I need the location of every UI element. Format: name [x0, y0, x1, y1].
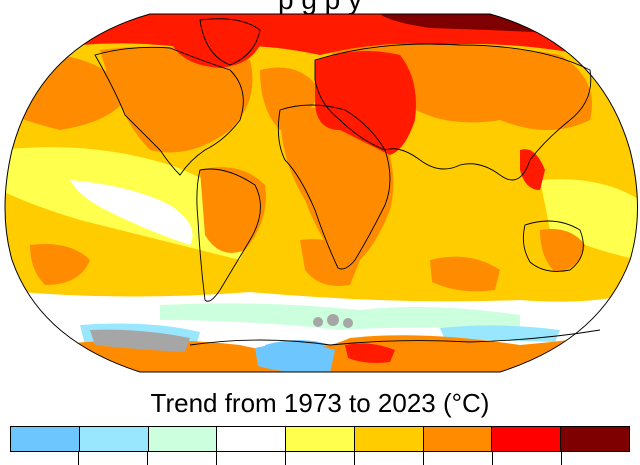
- north-america-orange: [100, 46, 253, 153]
- southern-ocean-mint: [160, 303, 520, 330]
- no-data-gray: [90, 329, 190, 352]
- map-canvas: [4, 13, 638, 373]
- legend-swatch-2: [148, 427, 218, 451]
- africa-orange: [280, 107, 394, 270]
- no-data-gray-dot-2: [327, 314, 339, 326]
- legend-tick-7: [491, 452, 493, 465]
- legend-tick-6: [422, 452, 424, 465]
- legend-swatch-8: [561, 427, 630, 451]
- pacific-white-patch: [70, 180, 193, 245]
- globe-border: [4, 13, 638, 373]
- map-title-cut-off: p g p y: [0, 0, 640, 16]
- coastlines: [94, 18, 601, 346]
- legend-swatch-5: [354, 427, 424, 451]
- legend-tick-3: [216, 452, 218, 465]
- indian-ocean-orange: [430, 256, 500, 292]
- pacific-yellow-west: [540, 179, 638, 260]
- greenland-red: [170, 36, 260, 68]
- legend-title: Trend from 1973 to 2023 (°C): [150, 388, 490, 418]
- africa-outline: [277, 104, 391, 270]
- australia-orange: [540, 229, 585, 272]
- legend-swatch-3: [217, 427, 287, 451]
- south-atlantic-orange: [300, 239, 360, 286]
- australia-outline: [522, 220, 584, 272]
- north-america-outline: [94, 46, 244, 176]
- temperature-trend-map: [4, 13, 638, 373]
- legend-swatch-0: [11, 427, 80, 451]
- eurasia-outline: [314, 43, 592, 181]
- legend-tick-5: [353, 452, 355, 465]
- antarctica-red: [345, 343, 395, 363]
- legend-swatch-1: [79, 427, 149, 451]
- no-data-gray-dot: [313, 317, 323, 327]
- antarctica-blue: [255, 343, 335, 372]
- legend-swatch-6: [423, 427, 493, 451]
- east-asia-red: [520, 149, 545, 190]
- antarctica-outline: [189, 329, 601, 346]
- legend-swatch-7: [492, 427, 562, 451]
- south-pacific-orange: [30, 244, 90, 285]
- legend-swatch-4: [286, 427, 355, 451]
- greenland-outline: [199, 18, 261, 66]
- legend-tick-4: [285, 452, 287, 465]
- south-america-orange: [200, 167, 266, 253]
- map-fill-layer: [5, 14, 638, 372]
- legend-tick-1: [78, 452, 80, 465]
- eurasia-red: [315, 51, 416, 155]
- legend-tick-2: [147, 452, 149, 465]
- no-data-gray-dot-3: [343, 318, 353, 328]
- legend-color-bar: [10, 426, 630, 452]
- southern-ocean-light-blue-2: [440, 325, 560, 342]
- legend-tick-8: [560, 452, 562, 465]
- south-america-outline: [196, 168, 261, 302]
